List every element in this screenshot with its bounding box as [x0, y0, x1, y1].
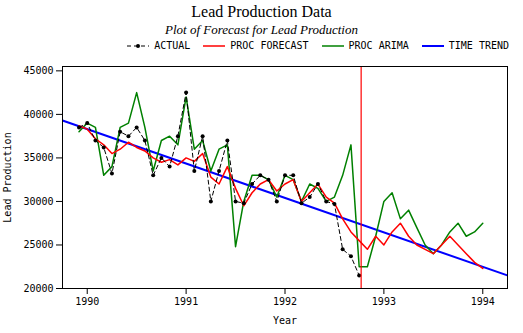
svg-text:25000: 25000 — [23, 239, 53, 250]
svg-text:40000: 40000 — [23, 109, 53, 120]
svg-text:1992: 1992 — [273, 296, 297, 307]
svg-text:1990: 1990 — [75, 296, 99, 307]
svg-text:1991: 1991 — [174, 296, 198, 307]
svg-text:45000: 45000 — [23, 65, 53, 76]
svg-text:1993: 1993 — [372, 296, 396, 307]
svg-text:20000: 20000 — [23, 283, 53, 294]
html-text:Lead Production Data: Lead Production Data — [191, 3, 332, 20]
svg-text:30000: 30000 — [23, 196, 53, 207]
html-text:ACTUAL: ACTUAL — [154, 40, 191, 51]
html-text:Plot of Forecast for Lead Prod: Plot of Forecast for Lead Production — [165, 22, 358, 37]
svg-text:35000: 35000 — [23, 152, 53, 163]
html-text:TIME TREND: TIME TREND — [448, 40, 509, 51]
html-text:PROC FORECAST: PROC FORECAST — [230, 40, 309, 51]
svg-text:Year: Year — [273, 315, 297, 326]
svg-text:1994: 1994 — [471, 296, 495, 307]
html-text:PROC ARIMA: PROC ARIMA — [348, 40, 409, 51]
svg-text:Lead Production: Lead Production — [2, 132, 13, 222]
